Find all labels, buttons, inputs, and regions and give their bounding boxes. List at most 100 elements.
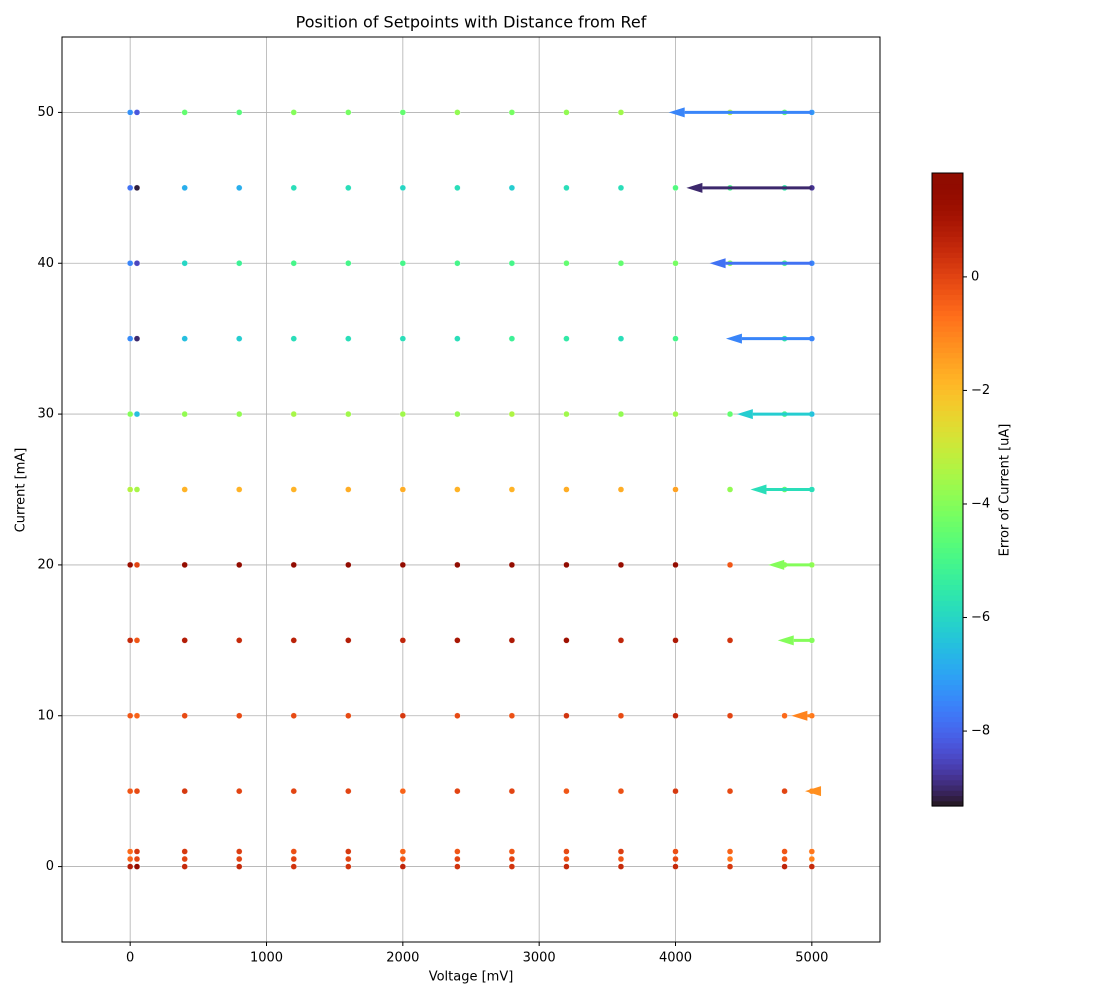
colorbar-swatch <box>932 299 963 306</box>
setpoint <box>726 561 734 569</box>
colorbar-swatch <box>932 478 963 485</box>
colorbar-swatch <box>932 547 963 554</box>
colorbar-swatch <box>932 521 963 528</box>
colorbar-swatch <box>932 600 963 607</box>
setpoint <box>345 335 352 342</box>
colorbar-swatch <box>932 732 963 739</box>
setpoint <box>454 787 461 795</box>
x-axis-label: Voltage [mV] <box>429 970 514 985</box>
setpoint <box>808 855 816 863</box>
setpoint <box>181 486 188 493</box>
setpoint <box>133 855 141 863</box>
setpoint <box>454 855 461 863</box>
setpoint <box>236 855 243 863</box>
setpoint <box>781 787 788 795</box>
colorbar-swatch <box>932 431 963 438</box>
colorbar-swatch <box>932 368 963 375</box>
x-tick-label: 2000 <box>386 951 419 966</box>
colorbar-swatch <box>932 405 963 411</box>
setpoint <box>808 863 816 870</box>
setpoint <box>399 637 407 644</box>
setpoint <box>617 109 625 116</box>
setpoint <box>563 410 570 418</box>
setpoint <box>290 184 297 192</box>
colorbar-swatch <box>932 758 963 765</box>
colorbar-swatch <box>932 726 963 733</box>
setpoint <box>672 863 679 870</box>
colorbar-swatch <box>932 315 963 322</box>
setpoint <box>133 260 141 267</box>
x-tick-label: 4000 <box>659 951 692 966</box>
arrow <box>668 107 812 118</box>
setpoint <box>617 637 625 644</box>
setpoint <box>454 561 461 569</box>
setpoint <box>726 787 734 795</box>
setpoint <box>236 184 243 192</box>
colorbar-swatch <box>932 753 963 760</box>
setpoint <box>345 486 352 493</box>
colorbar-swatch <box>932 325 963 332</box>
setpoint <box>454 486 461 493</box>
setpoint <box>454 410 461 418</box>
setpoint <box>126 863 134 870</box>
setpoint <box>454 848 461 855</box>
colorbar-swatch <box>932 489 963 496</box>
colorbar-swatch <box>932 252 963 258</box>
colorbar-swatch <box>932 341 963 348</box>
setpoint <box>617 486 625 493</box>
setpoint <box>236 561 243 569</box>
setpoint <box>399 184 407 192</box>
arrow <box>805 786 822 797</box>
setpoint <box>726 848 734 855</box>
setpoint <box>181 260 188 267</box>
x-tick-label: 5000 <box>795 951 828 966</box>
setpoint <box>126 260 134 267</box>
y-tick-label: 0 <box>46 859 54 874</box>
setpoint <box>290 855 297 863</box>
colorbar-swatch <box>932 742 963 749</box>
setpoint <box>808 848 816 855</box>
setpoint <box>181 863 188 870</box>
setpoint <box>454 712 461 719</box>
setpoint <box>563 712 570 719</box>
setpoint <box>617 855 625 863</box>
colorbar-swatch <box>932 215 963 222</box>
setpoint <box>345 863 352 870</box>
setpoint <box>454 637 461 644</box>
colorbar-swatch <box>932 536 963 543</box>
setpoint <box>345 410 352 418</box>
colorbar-swatch <box>932 747 963 754</box>
setpoint <box>290 637 297 644</box>
setpoint <box>126 109 134 116</box>
arrow-head <box>750 484 767 495</box>
arrow-head <box>777 635 794 646</box>
setpoint <box>508 184 516 192</box>
colorbar-swatch <box>932 304 963 311</box>
setpoint <box>126 637 134 644</box>
colorbar-swatch <box>932 505 963 512</box>
colorbar-swatch <box>932 246 963 253</box>
colorbar-swatch <box>932 674 963 680</box>
setpoint <box>399 848 407 855</box>
setpoint <box>617 712 625 719</box>
colorbar-swatch <box>932 452 963 459</box>
colorbar-swatch <box>932 331 963 338</box>
setpoint <box>133 410 141 418</box>
setpoint <box>617 184 625 192</box>
setpoint <box>563 335 570 342</box>
colorbar-swatch <box>932 283 963 290</box>
colorbar-tick-label: 0 <box>971 269 979 284</box>
colorbar-swatch <box>932 262 963 269</box>
chart-title: Position of Setpoints with Distance from… <box>296 13 647 32</box>
setpoint <box>672 486 679 493</box>
colorbar-swatch <box>932 267 963 274</box>
setpoint <box>454 335 461 342</box>
colorbar-swatch <box>932 716 963 723</box>
setpoint <box>345 260 352 267</box>
colorbar-swatch <box>932 800 963 807</box>
colorbar-swatch <box>932 199 963 206</box>
setpoint <box>290 561 297 569</box>
colorbar-swatch <box>932 494 963 501</box>
colorbar-swatch <box>932 399 963 406</box>
